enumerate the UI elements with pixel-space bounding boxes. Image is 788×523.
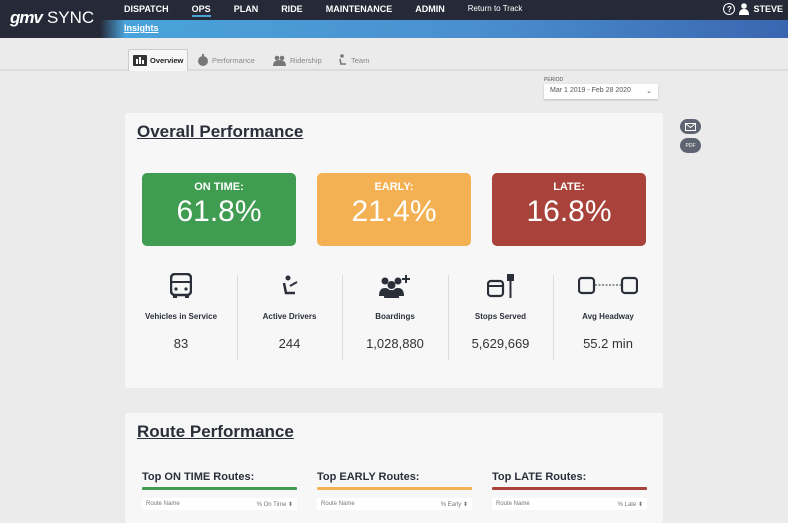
column-percent[interactable]: % On Time ⬍ xyxy=(256,502,293,508)
early-label: EARLY: xyxy=(374,181,414,193)
metric-name: Stops Served xyxy=(474,312,527,321)
tab-team[interactable]: Team xyxy=(338,51,369,69)
metric-stops: Stops Served 5,629,669 xyxy=(448,270,553,360)
user-area: ? STEVE xyxy=(723,3,783,15)
table-header[interactable]: Route Name % Early ⬍ xyxy=(317,498,472,510)
metric-headway: Avg Headway 55.2 min xyxy=(553,270,663,360)
bar-chart-icon xyxy=(133,55,147,66)
nav-maintenance[interactable]: MAINTENANCE xyxy=(325,4,393,14)
late-value: 16.8% xyxy=(526,195,612,228)
route-performance-card: Route Performance Top ON TIME Routes: Rou… xyxy=(125,413,663,523)
metric-value: 1,028,880 xyxy=(366,336,424,351)
column-route-name[interactable]: Route Name xyxy=(321,501,355,507)
divider xyxy=(553,275,554,360)
period-value: Mar 1 2019 - Feb 28 2020 xyxy=(550,87,631,94)
table-title: Top ON TIME Routes: xyxy=(142,471,255,483)
metric-name: Vehicles in Service xyxy=(144,312,218,321)
tab-performance[interactable]: Performance xyxy=(197,51,255,69)
pdf-icon: PDF xyxy=(685,142,696,149)
people-icon xyxy=(273,55,286,66)
driver-icon xyxy=(339,54,346,65)
divider xyxy=(237,275,238,360)
table-header[interactable]: Route Name % Late ⬍ xyxy=(492,498,647,510)
user-name[interactable]: STEVE xyxy=(753,4,783,14)
divider xyxy=(448,275,449,360)
column-percent[interactable]: % Early ⬍ xyxy=(440,502,468,508)
route-performance-title: Route Performance xyxy=(137,422,294,441)
metric-value: 83 xyxy=(173,336,189,351)
tab-ridership[interactable]: Ridership xyxy=(273,51,322,69)
return-to-track-link[interactable]: Return to Track xyxy=(467,4,523,13)
pdf-export-button[interactable]: PDF xyxy=(680,138,701,153)
people-add-icon xyxy=(379,275,410,298)
metric-name: Active Drivers xyxy=(262,312,317,321)
stopwatch-icon xyxy=(198,54,208,66)
driver-icon xyxy=(282,275,297,295)
top-on-time-routes: Top ON TIME Routes: Route Name % On Time ⬍ xyxy=(142,471,297,510)
main-nav: DISPATCH OPS PLAN RIDE MAINTENANCE ADMIN… xyxy=(124,4,545,17)
early-box: EARLY: 21.4% xyxy=(317,173,471,246)
nav-admin[interactable]: ADMIN xyxy=(415,4,445,14)
nav-ride[interactable]: RIDE xyxy=(281,4,303,14)
tab-label: Team xyxy=(351,55,370,65)
tab-label: Ridership xyxy=(290,55,322,65)
overall-performance-card: Overall Performance ON TIME: 61.8% EARLY:… xyxy=(125,113,663,388)
nav-ops[interactable]: OPS xyxy=(191,4,211,17)
metric-vehicles: Vehicles in Service 83 xyxy=(125,270,237,360)
chevron-down-icon: ⌄ xyxy=(646,88,652,95)
period-select[interactable]: Mar 1 2019 - Feb 28 2020 ⌄ xyxy=(544,84,658,99)
metric-value: 55.2 min xyxy=(583,336,633,351)
bus-stop-icon xyxy=(486,274,514,298)
divider xyxy=(142,487,297,490)
metric-name: Avg Headway xyxy=(582,312,634,321)
email-button[interactable] xyxy=(680,119,701,134)
help-icon[interactable]: ? xyxy=(723,3,736,15)
metric-drivers: Active Drivers 244 xyxy=(237,270,342,360)
subnav-insights[interactable]: Insights xyxy=(124,23,159,33)
late-label: LATE: xyxy=(553,181,585,193)
table-title: Top LATE Routes: xyxy=(492,471,587,483)
table-title: Top EARLY Routes: xyxy=(317,471,420,483)
on-time-value: 61.8% xyxy=(176,195,262,228)
period-label: PERIOD xyxy=(544,77,564,83)
table-header[interactable]: Route Name % On Time ⬍ xyxy=(142,498,297,510)
logo-mark: gmv xyxy=(10,8,43,27)
divider xyxy=(492,487,647,490)
nav-dispatch[interactable]: DISPATCH xyxy=(124,4,169,14)
tab-bar: Overview Performance Ridership Team xyxy=(0,49,788,71)
early-value: 21.4% xyxy=(351,195,437,228)
top-early-routes: Top EARLY Routes: Route Name % Early ⬍ xyxy=(317,471,472,510)
divider xyxy=(317,487,472,490)
on-time-label: ON TIME: xyxy=(194,181,244,193)
metric-value: 244 xyxy=(278,336,301,351)
column-percent[interactable]: % Late ⬍ xyxy=(617,502,643,508)
user-icon[interactable] xyxy=(739,3,750,15)
bus-icon xyxy=(170,273,192,298)
tab-overview[interactable]: Overview xyxy=(128,49,189,71)
nav-plan[interactable]: PLAN xyxy=(233,4,259,14)
late-box: LATE: 16.8% xyxy=(492,173,646,246)
top-late-routes: Top LATE Routes: Route Name % Late ⬍ xyxy=(492,471,647,510)
divider xyxy=(342,275,343,360)
column-route-name[interactable]: Route Name xyxy=(146,501,180,507)
on-time-box: ON TIME: 61.8% xyxy=(142,173,296,246)
tab-label: Performance xyxy=(212,55,255,65)
headway-icon xyxy=(578,276,638,295)
metric-boardings: Boardings 1,028,880 xyxy=(342,270,448,360)
column-route-name[interactable]: Route Name xyxy=(496,501,530,507)
overall-performance-title: Overall Performance xyxy=(137,122,304,141)
logo-text: SYNC xyxy=(46,8,95,27)
sub-nav-bar xyxy=(0,20,788,38)
tab-label: Overview xyxy=(150,56,184,65)
metric-value: 5,629,669 xyxy=(471,336,530,351)
logo[interactable]: gmv SYNC xyxy=(10,8,94,28)
envelope-icon xyxy=(685,122,696,131)
metric-name: Boardings xyxy=(375,312,415,321)
